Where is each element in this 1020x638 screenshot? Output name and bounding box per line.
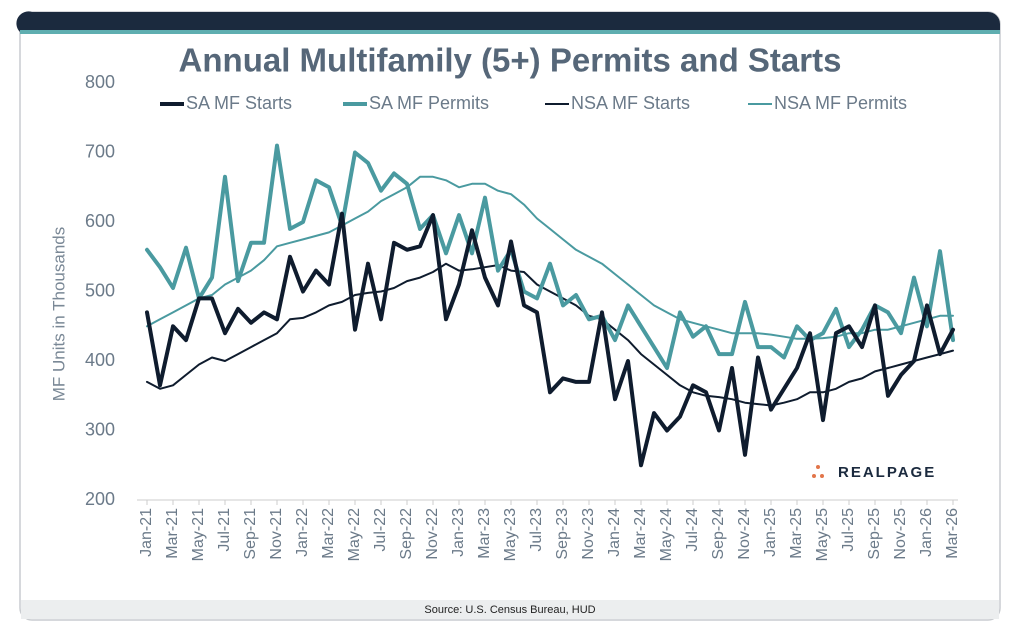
series-line <box>145 211 955 468</box>
logo-dot <box>820 474 824 478</box>
y-tick-label: 600 <box>85 211 115 231</box>
x-tick-label: Sep-21 <box>242 508 259 560</box>
header-stripe <box>20 30 1000 34</box>
legend-label: NSA MF Permits <box>774 93 907 113</box>
y-tick-label: 500 <box>85 280 115 300</box>
x-tick-label: Mar-23 <box>476 508 493 559</box>
logo: REALPAGE <box>812 464 936 481</box>
chart-title: Annual Multifamily (5+) Permits and Star… <box>179 42 842 79</box>
x-tick-label: May-25 <box>814 508 831 561</box>
x-tick-label: Nov-24 <box>736 508 753 560</box>
x-tick-label: Mar-26 <box>944 508 961 559</box>
x-tick-label: May-22 <box>346 508 363 561</box>
x-tick-label: Jul-23 <box>528 508 545 552</box>
x-tick-label: Jul-21 <box>216 508 233 552</box>
x-tick-label: Mar-22 <box>320 508 337 559</box>
y-tick-label: 300 <box>85 419 115 439</box>
x-tick-label: Mar-24 <box>632 508 649 559</box>
x-tick-label: Mar-21 <box>164 508 181 559</box>
x-tick-label: Nov-22 <box>424 508 441 560</box>
x-tick-label: Jan-25 <box>762 508 779 557</box>
x-tick-label: Sep-23 <box>554 508 571 560</box>
series-line <box>146 175 954 340</box>
x-tick-label: Jan-26 <box>918 508 935 557</box>
y-tick-label: 400 <box>85 350 115 370</box>
legend-label: SA MF Permits <box>369 93 489 113</box>
x-tick-label: Jan-23 <box>450 508 467 557</box>
x-tick-label: Sep-24 <box>710 508 727 560</box>
logo-dot <box>812 474 816 478</box>
x-tick-label: Jan-21 <box>138 508 155 557</box>
x-tick-label: Nov-25 <box>892 508 909 560</box>
x-tick-label: May-21 <box>190 508 207 561</box>
series-line <box>145 143 955 370</box>
source: Source: U.S. Census Bureau, HUD <box>424 604 595 616</box>
x-tick-label: May-24 <box>658 508 675 561</box>
y-tick-label: 200 <box>85 489 115 509</box>
y-tick-label: 700 <box>85 141 115 161</box>
x-tick-label: May-23 <box>502 508 519 561</box>
y-tick-label: 800 <box>85 72 115 92</box>
header-band <box>16 11 1000 35</box>
x-tick-label: Sep-22 <box>398 508 415 560</box>
x-tick-label: Mar-25 <box>788 508 805 559</box>
legend-label: SA MF Starts <box>186 93 292 113</box>
x-tick-label: Jul-25 <box>840 508 857 552</box>
x-tick-label: Nov-23 <box>580 508 597 560</box>
x-tick-label: Nov-21 <box>268 508 285 560</box>
x-tick-label: Jan-24 <box>606 508 623 557</box>
x-tick-label: Jul-24 <box>684 508 701 552</box>
logo-dot <box>816 465 820 469</box>
x-tick-label: Jan-22 <box>294 508 311 557</box>
footer-band <box>21 600 999 619</box>
x-tick-label: Jul-22 <box>372 508 389 552</box>
legend-label: NSA MF Starts <box>571 93 690 113</box>
logo-text: REALPAGE <box>838 464 936 481</box>
y-axis-label: MF Units in Thousands <box>49 227 68 401</box>
x-tick-label: Sep-25 <box>866 508 883 560</box>
